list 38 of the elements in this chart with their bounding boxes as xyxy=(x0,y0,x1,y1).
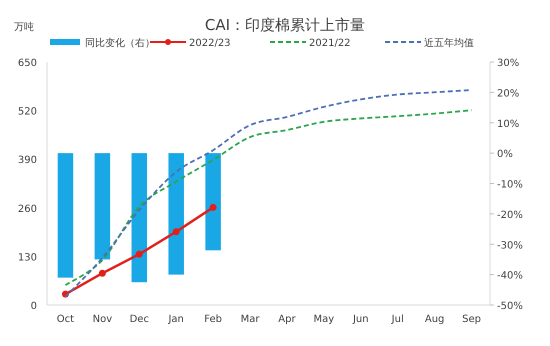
point xyxy=(98,270,106,277)
y2-tick-label: 30% xyxy=(497,58,520,69)
y-tick-label: 520 xyxy=(18,106,37,118)
x-tick-label: Oct xyxy=(56,314,74,325)
y-tick-label: 260 xyxy=(18,204,37,215)
y-axis-title: 万吨 xyxy=(14,21,34,33)
y-tick-label: 390 xyxy=(18,155,37,166)
y2-tick-label: -20% xyxy=(497,210,523,221)
x-tick-label: Nov xyxy=(92,314,112,325)
y2-tick-label: 20% xyxy=(497,88,520,100)
chart-title: CAI：印度棉累计上市量 xyxy=(204,16,366,34)
x-tick-label: Apr xyxy=(278,314,296,325)
x-tick-label: Jun xyxy=(352,314,369,325)
line-series xyxy=(64,109,472,286)
y-tick-label: 0 xyxy=(30,301,37,312)
x-tick-label: Aug xyxy=(424,314,444,325)
y2-tick-label: -10% xyxy=(497,180,523,190)
y2-tick-label: 10% xyxy=(497,118,520,130)
x-tick-label: Sep xyxy=(462,314,481,325)
x-tick-label: Dec xyxy=(130,314,149,325)
y-tick-label: 650 xyxy=(18,58,37,69)
point xyxy=(136,250,143,258)
legend-label: 2021/22 xyxy=(309,38,351,49)
x-tick-label: Jul xyxy=(390,314,404,325)
y2-tick-label: -50% xyxy=(497,301,523,312)
y-tick-label: 130 xyxy=(18,252,37,264)
point xyxy=(210,204,217,211)
x-tick-label: Mar xyxy=(240,314,260,325)
x-tick-label: Feb xyxy=(204,314,222,325)
y2-tick-label: 0% xyxy=(497,149,513,160)
point xyxy=(172,228,180,236)
x-tick-label: Jan xyxy=(167,314,184,325)
legend-label: 近五年均值 xyxy=(424,37,474,49)
y2-tick-label: -40% xyxy=(497,270,523,282)
y2-tick-label: -30% xyxy=(497,240,523,252)
legend-label: 2022/23 xyxy=(189,38,231,49)
legend-label: 同比变化（右） xyxy=(85,37,155,49)
x-tick-label: May xyxy=(314,314,334,325)
